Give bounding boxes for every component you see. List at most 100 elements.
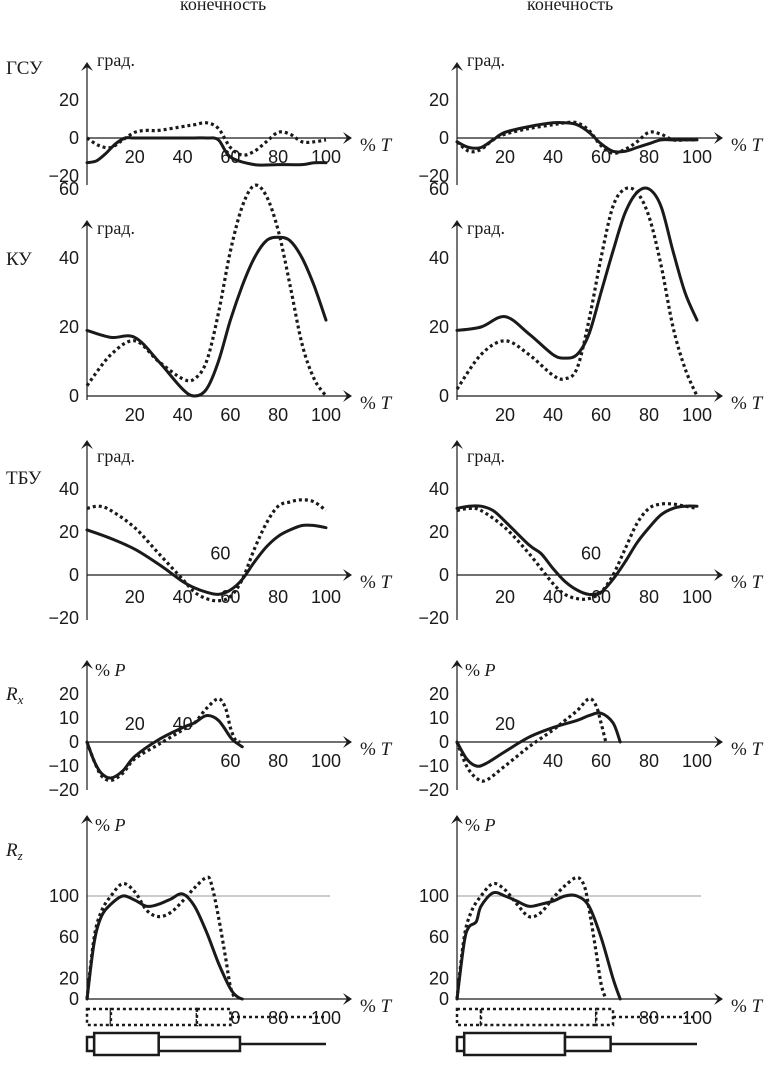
row-label-rz: Rz xyxy=(5,840,23,863)
rx-left-x-tick-20: 20 xyxy=(125,714,145,734)
rz-right-series-dotted xyxy=(455,875,608,1000)
rz-left-x-tick-80: 80 xyxy=(268,1008,288,1028)
rx-left-y-tick-20: 20 xyxy=(59,684,79,704)
rx-left-x-tick-80: 80 xyxy=(268,751,288,771)
gsu-left-x-unit: % T xyxy=(360,135,393,156)
tbu-right-x-tick-100: 100 xyxy=(682,587,712,607)
rx-right-y-unit: % P xyxy=(465,660,496,680)
gsu-right-x-unit: % T xyxy=(731,135,764,156)
rx-right-series-dotted xyxy=(455,697,608,783)
ku-left-y-unit: град. xyxy=(97,218,135,238)
tbu-right-series-solid xyxy=(455,504,699,597)
gsu-right-x-tick-80: 80 xyxy=(639,147,659,167)
rx-right-y-tick--10: −10 xyxy=(418,756,449,776)
rx-right-x-tick-80: 80 xyxy=(639,751,659,771)
ku-left-x-tick-40: 40 xyxy=(173,405,193,425)
phase-right-dotted-box-1 xyxy=(479,1007,598,1027)
rx-left-series-dotted xyxy=(85,697,241,783)
ku-left-y-tick-40: 40 xyxy=(59,248,79,268)
rx-right-y-tick--20: −20 xyxy=(418,780,449,800)
rz-left-y-tick-0: 0 xyxy=(69,989,79,1009)
tbu-left-y-tick--20: −20 xyxy=(48,608,79,628)
ku-right-y-unit: град. xyxy=(467,218,505,238)
rz-left-y-unit: % P xyxy=(95,815,126,835)
gsu-left-x-tick-20: 20 xyxy=(125,147,145,167)
tbu-right-x-tick-40: 40 xyxy=(543,587,563,607)
rz-right-y-axis-arrow xyxy=(451,815,463,824)
phase-left-dotted-box-2 xyxy=(195,1007,232,1027)
ku-left-series-solid xyxy=(85,235,328,398)
rz-right-y-tick-20: 20 xyxy=(429,968,449,988)
row-label-rx: Rx xyxy=(5,684,24,707)
ku-right-x-tick-80: 80 xyxy=(639,405,659,425)
ku-right-x-unit: % T xyxy=(731,393,764,414)
rx-right-y-tick-10: 10 xyxy=(429,708,449,728)
ku-left-x-tick-20: 20 xyxy=(125,405,145,425)
tbu-right-x-tick-60: 60 xyxy=(591,587,611,607)
rx-right-series-solid xyxy=(455,711,622,768)
ku-left-x-tick-80: 80 xyxy=(268,405,288,425)
rx-left-y-unit: % P xyxy=(95,660,126,680)
rx-right-x-unit: % T xyxy=(731,739,764,760)
tbu-right-x-tick-80: 80 xyxy=(639,587,659,607)
rx-right-y-axis-arrow xyxy=(451,660,463,669)
rx-right-x-axis-arrow xyxy=(714,736,723,748)
phase-left-dotted-box-0 xyxy=(85,1007,113,1027)
rz-left-series-dotted xyxy=(85,875,237,1000)
rz-left-y-axis-arrow xyxy=(81,815,93,824)
tbu-left-series-dotted xyxy=(86,498,327,603)
rz-right-x-axis-arrow xyxy=(714,993,723,1005)
ku-right-x-tick-40: 40 xyxy=(543,405,563,425)
tbu-right-y-tick-0: 0 xyxy=(439,565,449,585)
row-label-gsu: ГСУ xyxy=(6,58,43,79)
tbu-right-x-tick-20: 20 xyxy=(495,587,515,607)
tbu-left-x-tick-80: 80 xyxy=(268,587,288,607)
rx-left-x-unit: % T xyxy=(360,739,393,760)
gsu-left-x-axis-arrow xyxy=(343,132,352,144)
tbu-left-x-tick-100: 100 xyxy=(311,587,341,607)
gsu-right-y-axis-arrow xyxy=(451,62,463,71)
ku-right-y-tick-40: 40 xyxy=(429,248,449,268)
rz-left-x-unit: % T xyxy=(360,996,393,1017)
gsu-left-x-tick-40: 40 xyxy=(173,147,193,167)
tbu-right-y-unit: град. xyxy=(467,446,505,466)
gsu-right-x-tick-20: 20 xyxy=(495,147,515,167)
gsu-left-y-axis-arrow xyxy=(81,62,93,71)
ku-right-series-solid xyxy=(455,186,699,360)
gsu-right-x-tick-100: 100 xyxy=(682,147,712,167)
header-right: конечность xyxy=(527,0,614,14)
gsu-right-y-unit: град. xyxy=(467,50,505,70)
rx-right-x-tick-20: 20 xyxy=(495,714,515,734)
gsu-left-y-tick-20: 20 xyxy=(59,90,79,110)
rx-left-x-tick-100: 100 xyxy=(311,751,341,771)
tbu-right-x-axis-arrow xyxy=(714,569,723,581)
gsu-right-y-tick--20: −20 xyxy=(418,166,449,186)
rx-left-y-tick--20: −20 xyxy=(48,780,79,800)
rx-right-x-tick-100: 100 xyxy=(682,751,712,771)
rx-left-series-solid xyxy=(85,714,244,780)
ku-right-x-tick-100: 100 xyxy=(682,405,712,425)
ku-right-y-tick-60: 60 xyxy=(429,179,449,199)
row-label-tbu: ТБУ xyxy=(6,468,42,489)
tbu-left-mid-label: 60 xyxy=(210,544,230,564)
phase-right-solid-box-2 xyxy=(563,1035,612,1053)
gsu-right-series-solid xyxy=(455,120,699,154)
tbu-right-y-axis-arrow xyxy=(451,440,463,449)
rz-left-y-tick-100: 100 xyxy=(49,886,79,906)
rx-left-y-axis-arrow xyxy=(81,660,93,669)
rz-left-x-axis-arrow xyxy=(343,993,352,1005)
phase-left-dotted-box-1 xyxy=(109,1007,199,1027)
ku-left-x-tick-60: 60 xyxy=(220,405,240,425)
phase-left-solid-box-2 xyxy=(157,1035,242,1053)
ku-right-y-tick-20: 20 xyxy=(429,317,449,337)
tbu-left-x-tick-20: 20 xyxy=(125,587,145,607)
tbu-right-y-tick-20: 20 xyxy=(429,522,449,542)
tbu-left-y-unit: град. xyxy=(97,446,135,466)
gsu-left-y-tick-0: 0 xyxy=(69,128,79,148)
rz-right-x-tick-100: 100 xyxy=(682,1008,712,1028)
gsu-left-y-unit: град. xyxy=(97,50,135,70)
tbu-left-y-tick-40: 40 xyxy=(59,479,79,499)
gsu-right-x-tick-40: 40 xyxy=(543,147,563,167)
rz-left-y-tick-60: 60 xyxy=(59,927,79,947)
